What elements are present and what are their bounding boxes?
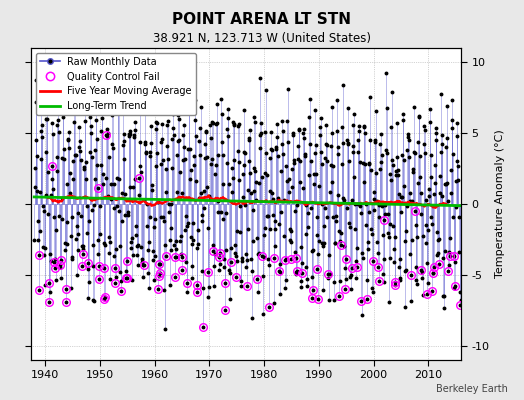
Legend: Raw Monthly Data, Quality Control Fail, Five Year Moving Average, Long-Term Tren: Raw Monthly Data, Quality Control Fail, … (36, 53, 196, 115)
Text: Berkeley Earth: Berkeley Earth (436, 384, 508, 394)
Y-axis label: Temperature Anomaly (°C): Temperature Anomaly (°C) (495, 130, 505, 278)
Text: POINT ARENA LT STN: POINT ARENA LT STN (172, 12, 352, 27)
Text: 38.921 N, 123.713 W (United States): 38.921 N, 123.713 W (United States) (153, 32, 371, 45)
